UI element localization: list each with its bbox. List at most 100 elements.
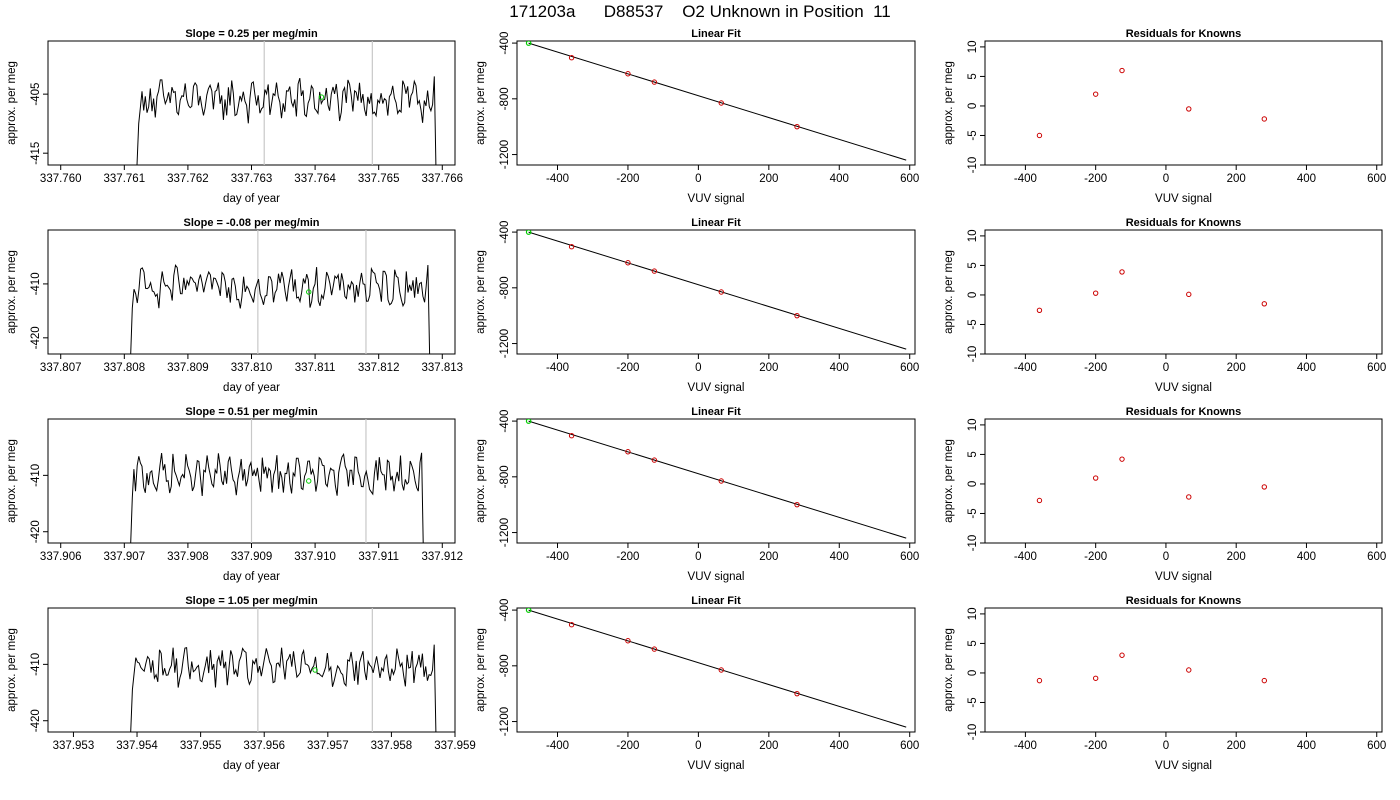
x-tick-label: 0 xyxy=(1163,173,1169,185)
y-axis-label: approx. per meg xyxy=(943,628,955,712)
x-tick-label: 600 xyxy=(1367,173,1386,185)
panel-title: Linear Fit xyxy=(691,406,741,418)
y-tick-label: 5 xyxy=(967,262,979,268)
reference-point xyxy=(525,230,532,235)
known-point xyxy=(568,55,575,61)
residual-point xyxy=(1036,307,1043,314)
y-tick-label: -10 xyxy=(967,157,979,174)
x-tick-label: 0 xyxy=(1163,362,1169,374)
y-tick-label: -420 xyxy=(30,520,42,543)
plot-area xyxy=(1036,456,1268,504)
x-tick-label: 400 xyxy=(830,740,849,752)
plot-frame xyxy=(516,418,916,544)
x-tick-label: 400 xyxy=(1297,173,1316,185)
x-tick-label: 0 xyxy=(695,362,701,374)
y-axis-label: approx. per meg xyxy=(6,61,18,145)
residual-point xyxy=(1036,132,1043,139)
x-tick-label: -400 xyxy=(546,740,569,752)
y-tick-label: 10 xyxy=(967,608,979,621)
mean-marker xyxy=(312,667,318,673)
y-tick-label: -1200 xyxy=(499,707,511,736)
y-tick-label: 10 xyxy=(967,230,979,243)
x-tick-label: 0 xyxy=(1163,740,1169,752)
mean-marker xyxy=(306,478,312,484)
x-tick-label: 337.813 xyxy=(421,362,463,374)
residual-point xyxy=(1119,456,1125,462)
plot-frame xyxy=(984,607,1383,733)
y-tick-label: -800 xyxy=(499,465,511,488)
y-axis-label: approx. per meg xyxy=(475,61,487,145)
plot-frame xyxy=(984,40,1383,166)
x-axis-label: VUV signal xyxy=(1155,571,1212,583)
known-point xyxy=(568,433,575,439)
x-axis-label: day of year xyxy=(223,571,280,583)
mean-marker xyxy=(318,94,325,100)
known-point xyxy=(568,622,575,628)
known-point xyxy=(718,100,724,106)
x-tick-label: -200 xyxy=(1084,551,1107,563)
plot-frame xyxy=(516,607,916,733)
residual-point xyxy=(1186,494,1192,500)
x-tick-label: 337.906 xyxy=(40,551,82,563)
residual-point xyxy=(1186,667,1192,673)
y-tick-label: -1200 xyxy=(499,329,511,358)
time-series-trace xyxy=(130,264,431,354)
residual-point xyxy=(1119,67,1125,74)
known-point xyxy=(651,79,658,85)
x-tick-label: -400 xyxy=(546,173,569,185)
known-point xyxy=(651,457,658,463)
reference-point xyxy=(525,41,532,46)
plot-area xyxy=(136,41,437,165)
y-axis-label: approx. per meg xyxy=(475,628,487,712)
x-tick-label: -400 xyxy=(1014,551,1037,563)
panel-timeseries-1: Slope = 0.25 per meg/min 337.760 337.761 33… xyxy=(6,28,463,205)
x-axis-label: VUV signal xyxy=(1155,193,1212,205)
panel-title: Linear Fit xyxy=(691,595,741,607)
y-tick-label: -420 xyxy=(30,326,42,349)
y-axis-label: approx. per meg xyxy=(475,250,487,334)
residual-point xyxy=(1036,497,1043,504)
x-tick-label: 600 xyxy=(900,362,919,374)
x-tick-label: 337.761 xyxy=(104,173,146,185)
plot-frame xyxy=(984,229,1383,355)
x-tick-label: 400 xyxy=(830,173,849,185)
y-tick-label: -5 xyxy=(967,508,979,518)
known-point xyxy=(718,667,724,673)
panel-residuals-4: Residuals for Knowns -400 -200 0 200 400 600 10… xyxy=(943,595,1386,772)
x-tick-label: 337.959 xyxy=(434,740,476,752)
panel-title: Residuals for Knowns xyxy=(1126,217,1242,229)
plot-frame xyxy=(516,229,916,355)
y-axis-label: approx. per meg xyxy=(475,439,487,523)
y-tick-label: -800 xyxy=(499,276,511,299)
residual-point xyxy=(1036,677,1043,684)
x-tick-label: -400 xyxy=(1014,740,1037,752)
x-axis-label: day of year xyxy=(223,382,280,394)
x-tick-label: 337.953 xyxy=(53,740,95,752)
time-series-trace xyxy=(136,76,437,165)
y-tick-label: -10 xyxy=(967,535,979,552)
x-tick-label: -400 xyxy=(1014,173,1037,185)
residual-point xyxy=(1092,675,1099,681)
x-axis-label: day of year xyxy=(223,760,280,772)
x-tick-label: 600 xyxy=(900,740,919,752)
plot-area xyxy=(130,230,431,354)
x-tick-label: 200 xyxy=(1227,551,1246,563)
plot-area xyxy=(1036,652,1268,684)
residual-point xyxy=(1092,475,1099,481)
x-tick-label: 200 xyxy=(759,173,778,185)
x-tick-label: 0 xyxy=(695,551,701,563)
y-tick-label: 5 xyxy=(967,73,979,79)
panel-title: Slope = 0.25 per meg/min xyxy=(185,28,318,40)
y-tick-label: 0 xyxy=(967,670,979,676)
residual-point xyxy=(1119,652,1125,658)
x-tick-label: 0 xyxy=(695,740,701,752)
x-tick-label: 337.807 xyxy=(40,362,82,374)
y-tick-label: -410 xyxy=(30,272,42,295)
y-axis-label: approx. per meg xyxy=(6,439,18,523)
mean-marker xyxy=(306,289,312,295)
reference-point xyxy=(525,419,532,424)
x-tick-label: 200 xyxy=(759,362,778,374)
y-tick-label: 5 xyxy=(967,640,979,646)
y-tick-label: -1200 xyxy=(499,518,511,547)
